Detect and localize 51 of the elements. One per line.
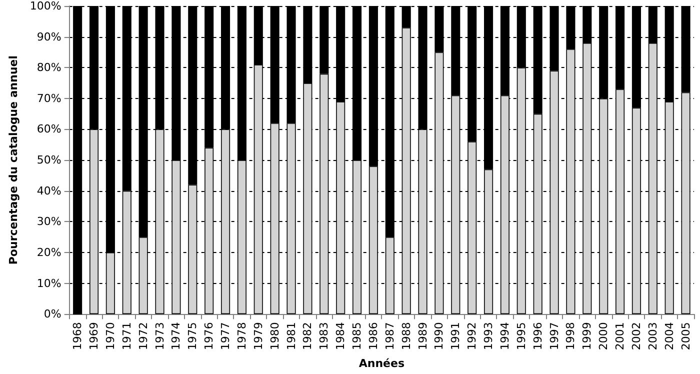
y-axis-title: Pourcentage du catalogue annuel [7, 55, 20, 265]
y-tick-label: 50% [36, 154, 62, 167]
x-tick-label: 1994 [498, 322, 512, 350]
x-tick-label: 2002 [630, 322, 643, 350]
x-tick-label: 2001 [614, 322, 627, 350]
x-tick-label: 1972 [136, 322, 150, 350]
y-tick-label: 90% [36, 30, 62, 44]
y-tick-label: 20% [36, 246, 62, 259]
x-tick-label: 1977 [219, 322, 232, 350]
x-tick-label: 1999 [580, 322, 594, 350]
x-tick-label: 1992 [466, 322, 479, 350]
x-tick-label: 1983 [318, 322, 331, 350]
x-tick-label: 1982 [301, 322, 314, 350]
y-tick-label: 70% [36, 92, 62, 105]
x-tick-label: 2004 [662, 322, 676, 350]
x-tick-label: 1998 [564, 322, 578, 350]
y-tick-label: 40% [36, 184, 62, 198]
x-tick-label: 1973 [153, 322, 166, 350]
x-tick-label: 2005 [679, 322, 692, 350]
x-tick-label: 1975 [186, 322, 200, 350]
x-tick-label: 1971 [120, 322, 134, 350]
x-tick-label: 1997 [548, 322, 561, 350]
y-tick-label: 60% [36, 122, 62, 136]
x-tick-label: 1981 [284, 322, 298, 350]
x-tick-label: 1978 [235, 322, 248, 350]
x-tick-label: 1990 [432, 322, 446, 350]
x-tick-label: 2000 [597, 322, 610, 350]
x-tick-label: 2003 [646, 322, 660, 350]
y-tick-label: 0% [44, 308, 62, 321]
x-tick-label: 1989 [416, 322, 430, 350]
y-tick-label: 10% [36, 276, 62, 290]
x-tick-label: 1980 [268, 322, 282, 350]
y-tick-label: 80% [36, 61, 62, 74]
x-tick-label: 1995 [514, 322, 528, 350]
y-tick-label: 100% [30, 0, 62, 12]
x-tick-label: 1986 [366, 322, 380, 350]
x-tick-label: 1987 [383, 322, 396, 350]
x-tick-label: 1996 [531, 322, 544, 350]
y-tick-label: 30% [36, 215, 62, 228]
x-tick-label: 1985 [350, 322, 364, 350]
x-tick-label: 1991 [449, 322, 462, 350]
x-tick-label: 1976 [202, 322, 216, 350]
x-tick-label: 1984 [334, 322, 348, 350]
x-tick-label: 1993 [482, 322, 496, 350]
x-axis-title: Années [358, 357, 405, 370]
x-tick-label: 1968 [71, 322, 84, 350]
x-tick-label: 1969 [88, 322, 101, 350]
x-tick-label: 1970 [104, 322, 117, 350]
x-tick-label: 1979 [252, 322, 265, 350]
x-tick-label: 1974 [170, 322, 183, 350]
x-tick-label: 1988 [400, 322, 413, 350]
